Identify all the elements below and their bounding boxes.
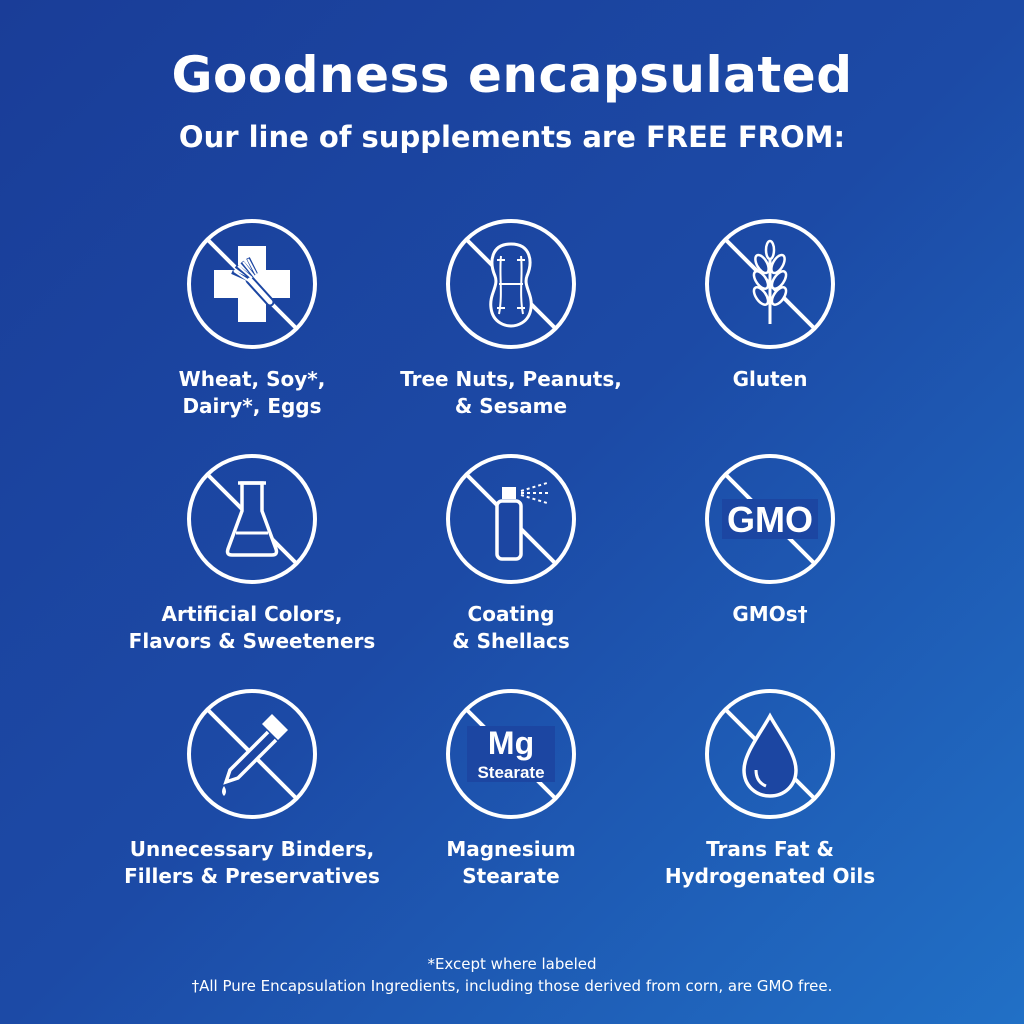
item-label-line: Gluten — [732, 367, 808, 391]
item-label: Wheat, Soy*, Dairy*, Eggs — [102, 366, 402, 420]
free-from-item: Trans Fat & Hydrogenated Oils — [620, 686, 920, 890]
item-label-line: GMOs† — [732, 602, 808, 626]
free-from-item: GMO GMOs† — [620, 451, 920, 628]
item-label: Trans Fat & Hydrogenated Oils — [620, 836, 920, 890]
free-from-item: Tree Nuts, Peanuts, & Sesame — [361, 216, 661, 420]
item-label-line: Fillers & Preservatives — [124, 864, 380, 888]
flask-icon — [187, 454, 317, 584]
item-label: Coating & Shellacs — [361, 601, 661, 655]
free-from-item: Gluten — [620, 216, 920, 393]
item-label-line: & Shellacs — [452, 629, 570, 653]
free-from-item: Coating & Shellacs — [361, 451, 661, 655]
item-label-line: Trans Fat & — [706, 837, 834, 861]
item-label: Gluten — [620, 366, 920, 393]
item-label: Artificial Colors, Flavors & Sweeteners — [102, 601, 402, 655]
item-label: Tree Nuts, Peanuts, & Sesame — [361, 366, 661, 420]
stearate-icon-text: Stearate — [477, 763, 544, 782]
item-label-line: Hydrogenated Oils — [664, 864, 876, 888]
item-label: GMOs† — [620, 601, 920, 628]
item-label-line: Tree Nuts, Peanuts, — [400, 367, 622, 391]
free-from-item: Artificial Colors, Flavors & Sweeteners — [102, 451, 402, 655]
oil-drop-icon — [705, 689, 835, 819]
item-label-line: Wheat, Soy*, — [178, 367, 326, 391]
item-label-line: Flavors & Sweeteners — [128, 629, 376, 653]
dropper-icon — [187, 689, 317, 819]
item-label: Unnecessary Binders, Fillers & Preservat… — [102, 836, 402, 890]
mg-icon-text: Mg — [488, 725, 534, 761]
item-label-line: Magnesium — [446, 837, 576, 861]
free-from-item: Mg Stearate Magnesium Stearate — [361, 686, 661, 890]
item-label-line: Artificial Colors, — [161, 602, 343, 626]
free-from-item: Wheat, Soy*, Dairy*, Eggs — [102, 216, 402, 420]
free-from-item: Unnecessary Binders, Fillers & Preservat… — [102, 686, 402, 890]
gmo-icon: GMO — [705, 454, 835, 584]
footnote-gmo: †All Pure Encapsulation Ingredients, inc… — [191, 977, 833, 995]
page-subtitle: Our line of supplements are FREE FROM: — [178, 120, 846, 154]
allergen-cross-fork-icon — [187, 219, 317, 349]
item-label-line: Dairy*, Eggs — [182, 394, 322, 418]
peanut-icon — [446, 219, 576, 349]
item-label-line: Coating — [467, 602, 555, 626]
wheat-icon — [705, 219, 835, 349]
page-title: Goodness encapsulated — [171, 46, 853, 104]
mg-stearate-icon: Mg Stearate — [446, 689, 576, 819]
item-label-line: Unnecessary Binders, — [129, 837, 375, 861]
spray-can-icon — [446, 454, 576, 584]
gmo-icon-text: GMO — [727, 499, 813, 540]
item-label-line: & Sesame — [454, 394, 568, 418]
item-label: Magnesium Stearate — [361, 836, 661, 890]
item-label-line: Stearate — [462, 864, 560, 888]
footnote-except: *Except where labeled — [427, 955, 597, 973]
